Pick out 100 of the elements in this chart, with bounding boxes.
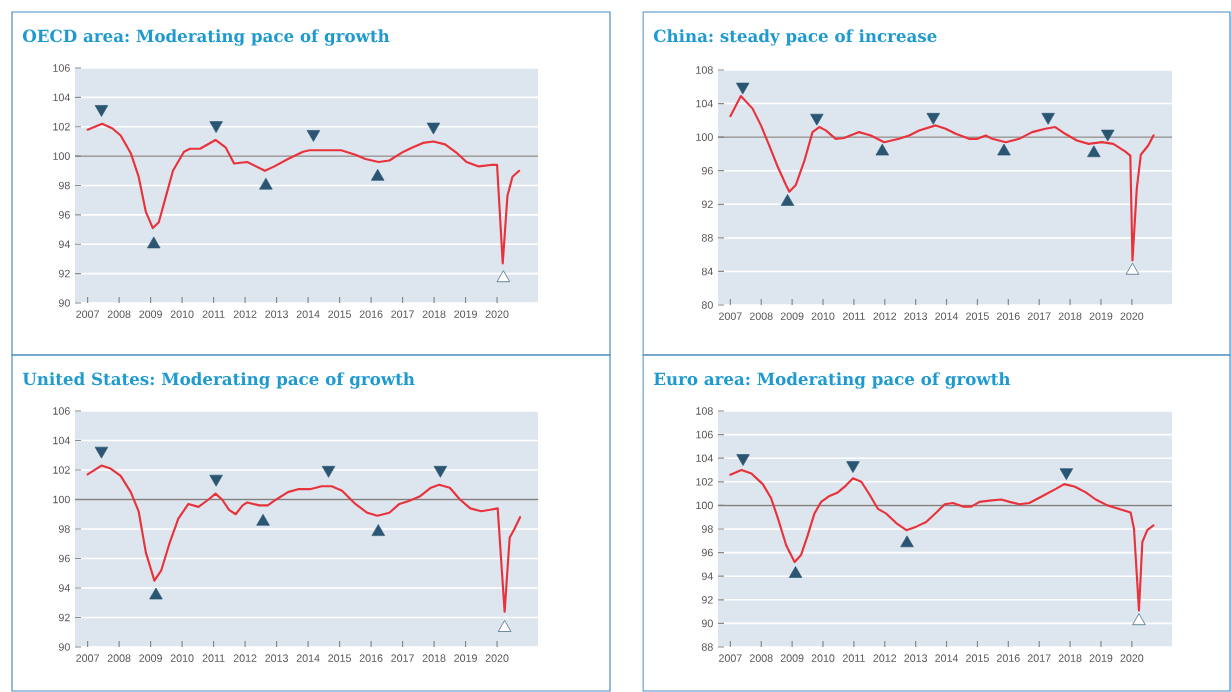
y-tick-label: 96 xyxy=(58,554,70,563)
x-tick-label: 2012 xyxy=(873,654,897,662)
y-tick-label: 102 xyxy=(53,466,70,474)
y-tick-label: 90 xyxy=(58,643,70,651)
point xyxy=(736,82,750,95)
point xyxy=(926,112,940,125)
x-tick-label: 2013 xyxy=(265,310,288,318)
y-tick-label: 96 xyxy=(701,548,713,557)
x-tick-label: 2015 xyxy=(966,312,989,320)
y-tick-label: 94 xyxy=(58,584,70,592)
x-tick-label: 2010 xyxy=(170,654,194,662)
x-tick-label: 2014 xyxy=(935,654,959,662)
y-tick-label: 104 xyxy=(53,436,70,445)
y-tick-label: 94 xyxy=(701,572,713,580)
x-tick-label: 2017 xyxy=(1027,654,1051,662)
chart-title: China: steady pace of increase xyxy=(653,29,937,46)
x-tick-label: 2014 xyxy=(296,310,320,318)
x-tick-label: 2007 xyxy=(76,310,99,318)
y-tick-label: 80 xyxy=(701,301,713,309)
x-tick-label: 2017 xyxy=(391,654,414,662)
y-tick-label: 96 xyxy=(58,211,70,219)
point xyxy=(426,122,441,135)
x-tick-label: 2012 xyxy=(233,310,257,318)
y-tick-label: 88 xyxy=(701,234,713,242)
x-tick-label: 2019 xyxy=(1089,312,1113,320)
x-tick-label: 2018 xyxy=(422,654,446,662)
y-tick-label: 84 xyxy=(701,267,713,276)
point xyxy=(209,121,223,133)
point xyxy=(1132,613,1146,626)
y-tick-label: 98 xyxy=(58,525,70,533)
x-tick-label: 2017 xyxy=(391,310,414,318)
x-tick-label: 2010 xyxy=(811,654,835,662)
point xyxy=(321,465,336,478)
point xyxy=(1059,468,1074,481)
y-tick-label: 92 xyxy=(58,613,70,622)
x-tick-label: 2013 xyxy=(265,654,288,662)
point xyxy=(1087,145,1101,158)
x-tick-label: 2015 xyxy=(328,310,351,318)
point xyxy=(780,194,795,206)
x-tick-label: 2015 xyxy=(328,654,351,662)
x-tick-label: 2018 xyxy=(1058,654,1082,662)
x-tick-label: 2018 xyxy=(1058,312,1082,320)
x-tick-label: 2011 xyxy=(842,312,865,320)
x-tick-label: 2013 xyxy=(904,312,928,320)
x-tick-label: 2019 xyxy=(1089,654,1113,662)
x-tick-label: 2016 xyxy=(359,310,383,318)
point xyxy=(497,620,512,632)
point xyxy=(306,130,321,142)
y-tick-label: 108 xyxy=(696,407,713,415)
x-tick-label: 2020 xyxy=(1120,654,1144,662)
point xyxy=(371,524,386,536)
x-tick-label: 2017 xyxy=(1027,312,1051,320)
point xyxy=(371,169,385,181)
x-tick-label: 2011 xyxy=(202,654,225,662)
x-tick-label: 2020 xyxy=(485,310,509,318)
point xyxy=(433,465,448,478)
y-tick-label: 106 xyxy=(53,64,70,72)
y-tick-label: 88 xyxy=(701,643,713,651)
point xyxy=(496,270,511,283)
point xyxy=(1125,262,1140,275)
y-tick-label: 104 xyxy=(696,454,713,462)
y-tick-label: 106 xyxy=(696,430,713,439)
x-tick-label: 2019 xyxy=(454,654,477,662)
x-tick-label: 2009 xyxy=(780,654,804,662)
y-tick-label: 102 xyxy=(696,478,713,486)
y-tick-label: 98 xyxy=(58,181,70,190)
chart-title: OECD area: Moderating pace of growth xyxy=(22,29,390,46)
x-tick-label: 2013 xyxy=(904,654,928,662)
y-tick-label: 100 xyxy=(53,495,70,504)
y-tick-label: 108 xyxy=(696,66,713,74)
x-tick-label: 2016 xyxy=(997,312,1020,320)
line-series xyxy=(729,468,1155,612)
x-tick-label: 2016 xyxy=(359,654,383,662)
point xyxy=(900,535,914,548)
chart-title: Euro area: Moderating pace of growth xyxy=(654,372,1011,389)
x-tick-label: 2014 xyxy=(935,312,959,320)
x-tick-label: 2008 xyxy=(107,654,131,662)
y-tick-label: 90 xyxy=(701,619,713,628)
x-tick-label: 2010 xyxy=(811,312,835,320)
point xyxy=(259,177,273,190)
y-tick-label: 102 xyxy=(53,122,70,131)
point xyxy=(810,113,824,126)
y-tick-label: 90 xyxy=(58,299,70,307)
y-tick-label: 98 xyxy=(701,525,713,533)
x-tick-label: 2011 xyxy=(842,654,865,662)
x-tick-label: 2007 xyxy=(719,312,742,320)
y-tick-label: 100 xyxy=(696,133,713,141)
point xyxy=(94,105,109,117)
y-tick-label: 92 xyxy=(701,596,713,604)
x-tick-label: 2014 xyxy=(296,654,320,662)
x-tick-label: 2011 xyxy=(202,310,225,318)
y-tick-label: 104 xyxy=(53,93,70,102)
y-tick-label: 104 xyxy=(696,99,713,108)
point xyxy=(147,236,161,249)
point xyxy=(149,587,163,600)
point xyxy=(736,454,750,466)
x-tick-label: 2009 xyxy=(780,312,804,320)
point xyxy=(1041,112,1055,125)
x-tick-label: 2010 xyxy=(170,310,194,318)
y-tick-label: 100 xyxy=(53,152,70,160)
